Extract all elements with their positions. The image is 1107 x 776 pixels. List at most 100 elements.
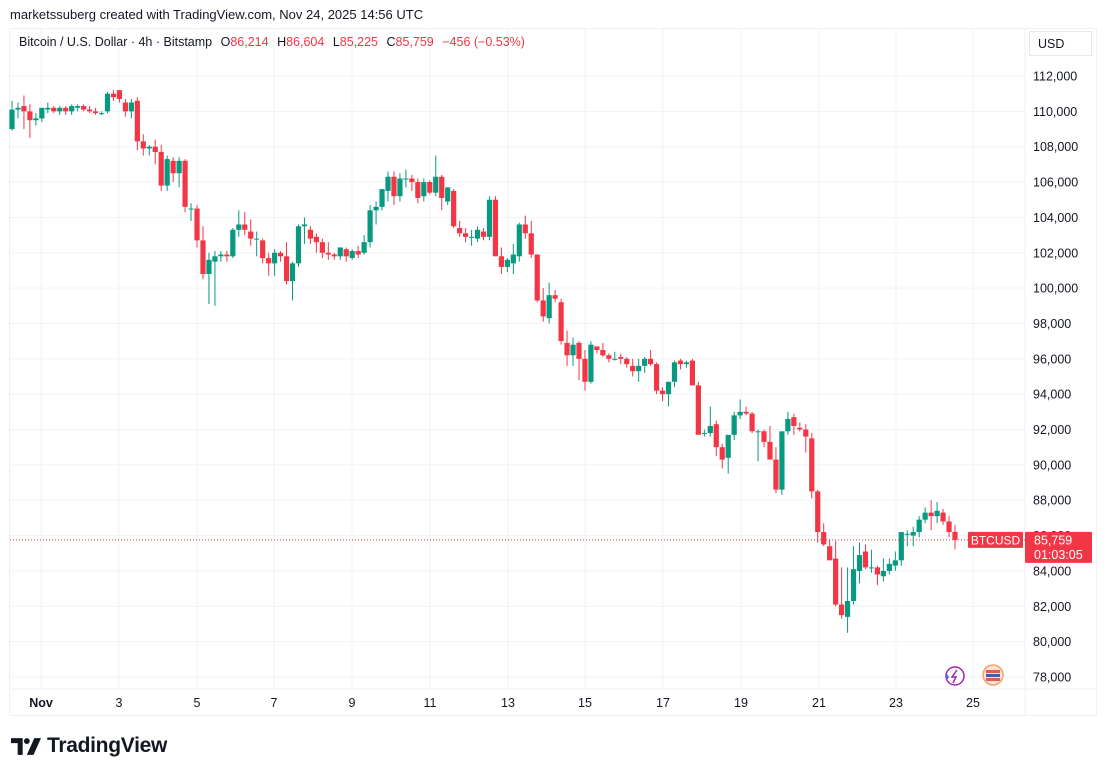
candle [134, 97, 140, 151]
candle [618, 353, 624, 365]
attribution-text: marketssuberg created with TradingView.c… [10, 7, 424, 22]
high-value: 86,604 [286, 35, 325, 49]
candle [594, 346, 600, 354]
open-value: 86,214 [230, 35, 269, 49]
candle [260, 238, 266, 264]
last-price-value: 85,759 [1034, 533, 1072, 547]
y-axis-tick: 110,000 [1033, 105, 1077, 119]
candle [630, 358, 636, 377]
candle [254, 231, 260, 257]
candle [952, 524, 958, 550]
candle [683, 360, 690, 368]
candle [761, 429, 767, 448]
candle [301, 217, 308, 244]
candle [242, 212, 248, 236]
candle [695, 381, 701, 435]
y-axis-tick: 80,000 [1033, 635, 1071, 649]
candle [606, 353, 612, 363]
candle [737, 399, 743, 419]
change-value: −456 (−0.53%) [442, 35, 525, 49]
candle [850, 546, 857, 605]
candle [486, 196, 493, 241]
y-axis-tick: 82,000 [1033, 600, 1071, 614]
candle [27, 104, 33, 138]
candle [725, 434, 731, 474]
candle [701, 429, 707, 437]
candle [51, 106, 57, 114]
last-price-tag [1025, 531, 1092, 563]
candle [898, 532, 904, 566]
us-flag-economic-event-icon[interactable] [982, 664, 1004, 686]
candle [248, 219, 254, 246]
candle [272, 249, 278, 276]
x-axis-tick: 23 [889, 696, 903, 710]
x-axis-tick: 9 [349, 696, 356, 710]
candle [92, 107, 99, 115]
candle [409, 174, 415, 191]
candle [319, 238, 325, 259]
y-axis-tick: 94,000 [1033, 388, 1071, 402]
candle [612, 351, 618, 361]
candle [236, 210, 242, 237]
candle [492, 196, 499, 257]
candle [200, 226, 206, 280]
x-axis-tick: 21 [812, 696, 826, 710]
candle [140, 134, 146, 156]
x-axis-tick: 17 [656, 696, 670, 710]
candle [116, 90, 123, 103]
candle [182, 159, 188, 213]
candle [755, 429, 761, 462]
candle [528, 220, 534, 259]
candle [827, 539, 833, 561]
y-axis-tick: 100,000 [1033, 282, 1078, 296]
y-axis-tick: 106,000 [1033, 176, 1078, 190]
candle [266, 252, 272, 276]
candle [355, 245, 361, 259]
candle [206, 252, 212, 305]
candle [224, 250, 230, 262]
candle [940, 509, 946, 525]
candle [779, 431, 785, 495]
candle [600, 342, 606, 358]
symbol-description[interactable]: Bitcoin / U.S. Dollar · 4h · Bitstamp [19, 35, 213, 49]
tradingview-logo[interactable]: TradingView [11, 734, 167, 758]
candle [916, 516, 922, 538]
close-label: C [386, 35, 396, 49]
candle [9, 100, 15, 131]
candle [821, 523, 827, 547]
lightning-event-icon[interactable] [945, 666, 965, 686]
candle [910, 526, 916, 547]
candle [671, 360, 678, 388]
candle [636, 358, 642, 382]
candle [707, 406, 713, 437]
x-axis-tick: 19 [734, 696, 748, 710]
candle [862, 544, 869, 570]
candle [104, 91, 111, 114]
candle [33, 113, 39, 126]
candle [868, 549, 875, 573]
candle [385, 171, 391, 202]
candle [564, 330, 570, 366]
candle [558, 298, 564, 345]
candle [791, 413, 797, 435]
candle [283, 242, 290, 285]
candle [439, 174, 445, 211]
candle [546, 282, 552, 324]
y-axis-tick: 112,000 [1033, 70, 1077, 84]
y-axis-tick: 104,000 [1033, 211, 1078, 225]
candle [713, 420, 719, 457]
candle [934, 502, 940, 524]
x-axis-tick: 13 [501, 696, 515, 710]
candle [749, 411, 755, 434]
candle [570, 337, 576, 366]
candle [719, 443, 725, 469]
candle [785, 411, 791, 435]
candle [815, 489, 821, 543]
candle [653, 362, 660, 395]
candle [433, 155, 439, 197]
candle [648, 349, 654, 366]
currency-button[interactable]: USD [1029, 31, 1092, 56]
candle [833, 540, 839, 607]
candle [576, 341, 582, 381]
